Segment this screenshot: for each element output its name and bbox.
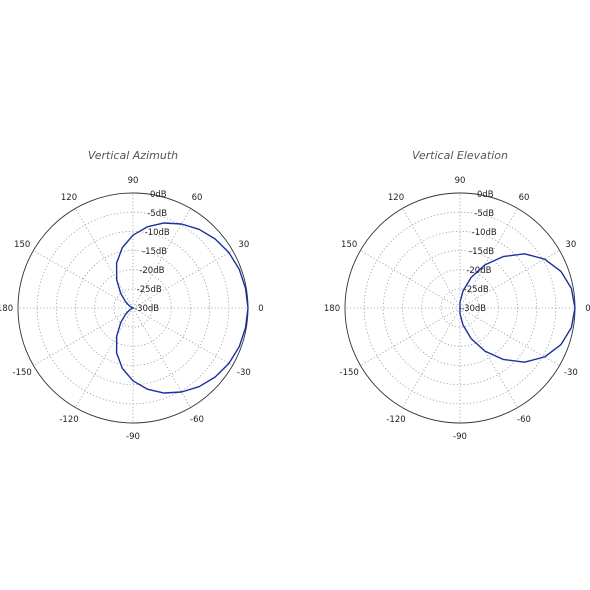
- radial-tick-label: -5dB: [474, 209, 494, 219]
- grid-spoke: [459, 307, 518, 408]
- grid-ring: [75, 250, 191, 366]
- angle-tick-label: 60: [192, 193, 203, 203]
- angle-tick-label: 0: [258, 304, 263, 314]
- radial-tick-label: -15dB: [142, 247, 167, 257]
- radial-tick-label: -10dB: [472, 228, 497, 238]
- angle-tick-label: 60: [519, 193, 530, 203]
- angle-tick-label: 90: [128, 176, 139, 186]
- angle-tick-label: 120: [388, 193, 404, 203]
- angle-tick-label: 90: [455, 176, 466, 186]
- grid-ring: [440, 288, 480, 328]
- grid-ring: [113, 288, 153, 328]
- grid-spoke: [459, 307, 560, 366]
- angle-tick-label: -30: [237, 368, 251, 378]
- angle-tick-label: 30: [238, 240, 249, 250]
- grid-spoke: [75, 307, 134, 408]
- grid-ring: [382, 230, 538, 386]
- angle-tick-label: -150: [13, 368, 32, 378]
- angle-tick-label: 180: [0, 304, 13, 314]
- angle-tick-label: -60: [190, 415, 204, 425]
- radial-tick-label: 0dB: [477, 190, 494, 200]
- grid-spoke: [75, 208, 134, 309]
- radial-tick-label: -30dB: [134, 304, 159, 314]
- pattern-trace: [115, 222, 249, 394]
- angle-tick-label: -90: [453, 432, 467, 442]
- angle-tick-label: -30: [564, 368, 578, 378]
- grid-spoke: [402, 208, 461, 309]
- grid-spoke: [132, 307, 191, 408]
- radial-tick-label: -5dB: [147, 209, 167, 219]
- angle-tick-label: 30: [565, 240, 576, 250]
- radial-tick-label: -10dB: [145, 228, 170, 238]
- angle-tick-label: 150: [14, 240, 30, 250]
- grid-spoke: [360, 250, 461, 309]
- vertical-azimuth-chart: Vertical Azimuth 0 30 60 90 120 150 180 -150 -12…: [0, 149, 264, 442]
- angle-tick-label: -120: [59, 415, 78, 425]
- angle-tick-label: 180: [324, 304, 340, 314]
- chart-title: Vertical Elevation: [412, 149, 508, 162]
- grid-spoke: [132, 307, 233, 366]
- grid-spoke: [459, 250, 560, 309]
- radial-tick-label: 0dB: [150, 190, 167, 200]
- grid-spoke: [132, 250, 233, 309]
- grid-spoke: [132, 208, 191, 309]
- radial-tick-label: -30dB: [461, 304, 486, 314]
- radial-tick-label: -25dB: [137, 285, 162, 295]
- grid-spoke: [33, 250, 134, 309]
- radial-tick-label: -25dB: [464, 285, 489, 295]
- angle-tick-label: 150: [341, 240, 357, 250]
- angle-tick-label: 0: [585, 304, 590, 314]
- radial-tick-label: -20dB: [139, 266, 164, 276]
- angle-tick-label: -90: [126, 432, 140, 442]
- angle-tick-label: -120: [386, 415, 405, 425]
- grid-ring: [55, 230, 211, 386]
- angle-tick-label: -150: [340, 368, 359, 378]
- radial-tick-label: -15dB: [469, 247, 494, 257]
- angle-tick-label: 120: [61, 193, 77, 203]
- grid-spoke: [402, 307, 461, 408]
- pattern-trace: [459, 253, 576, 363]
- grid-spoke: [459, 208, 518, 309]
- grid-ring: [402, 250, 518, 366]
- grid-spoke: [33, 307, 134, 366]
- grid-spoke: [360, 307, 461, 366]
- chart-title: Vertical Azimuth: [88, 149, 178, 162]
- angle-tick-label: -60: [517, 415, 531, 425]
- vertical-elevation-chart: Vertical Elevation 0 30 60 90 120 150 180 -150 -…: [324, 149, 590, 442]
